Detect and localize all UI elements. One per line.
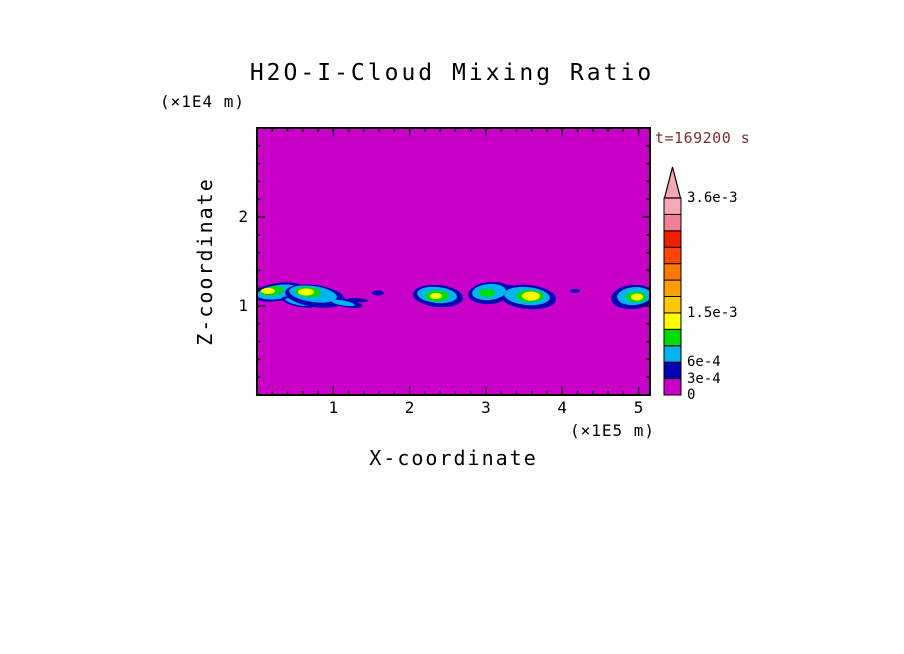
z-axis-title: Z-coordinate: [193, 177, 217, 346]
colorbar-label-1.5e-3: 1.5e-3: [687, 304, 738, 321]
colorbar-label-3.6e-3: 3.6e-3: [687, 190, 738, 206]
x-tick-label-1: 1: [328, 398, 339, 417]
time-annotation: t=169200 s: [655, 129, 751, 147]
x-axis-unit-label: (×1E5 m): [569, 421, 655, 440]
colorbar-label-3e-4: 3e-4: [687, 370, 721, 387]
colorbar-segment-3: [663, 328, 682, 347]
colorbar-segment-2: [663, 345, 682, 363]
colorbar-segment-1: [663, 361, 682, 380]
z-axis-unit-label: (×1E4 m): [160, 92, 246, 111]
colorbar-overflow-arrow: [663, 166, 682, 199]
cloud-4-level-4: [522, 291, 541, 301]
colorbar-segment-9: [663, 230, 682, 248]
cloud-1-level-4: [260, 287, 276, 294]
colorbar-label-0: 0: [687, 387, 696, 403]
x-tick-label-4: 4: [557, 398, 568, 417]
z-tick-label-2: 2: [238, 207, 248, 226]
chart-title: H2O-I-Cloud Mixing Ratio: [249, 60, 655, 86]
cloud-2-level-2: [331, 299, 355, 307]
colorbar-segment-6: [663, 279, 682, 298]
x-tick-label-5: 5: [633, 398, 644, 417]
colorbar: [663, 166, 682, 396]
x-tick-label-2: 2: [404, 398, 415, 417]
colorbar-segment-10: [663, 213, 682, 232]
cloud-5-level-4: [630, 293, 644, 301]
x-tick-label-3: 3: [481, 398, 491, 417]
colorbar-segment-11: [663, 197, 682, 215]
colorbar-segment-0: [663, 378, 682, 396]
cloud-4-level-3: [478, 289, 496, 298]
colorbar-segment-7: [663, 263, 682, 281]
plot-background: [257, 128, 650, 395]
colorbar-label-6e-4: 6e-4: [687, 354, 721, 371]
colorbar-segment-8: [663, 246, 682, 265]
cloud-contours: [257, 281, 650, 310]
x-axis-title: X-coordinate: [369, 446, 538, 470]
plot-frame: [256, 127, 651, 396]
cloud-2-level-4: [297, 288, 315, 296]
smudge-2-level-1: [570, 289, 581, 293]
smudge-1-level-1: [372, 290, 385, 296]
cloud-3-level-4: [429, 293, 443, 300]
z-tick-label-1: 1: [238, 296, 248, 315]
colorbar-segment-5: [663, 296, 682, 314]
cloud-2-tail-level-1: [348, 297, 368, 303]
colorbar-segment-4: [663, 312, 682, 330]
